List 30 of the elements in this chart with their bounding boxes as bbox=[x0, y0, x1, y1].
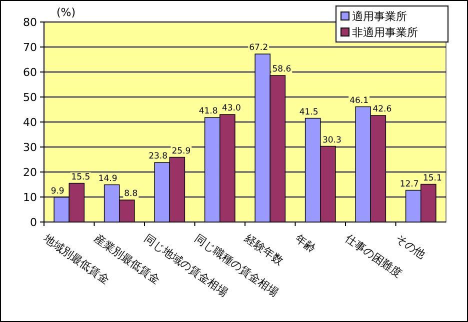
data-label: 8.8 bbox=[124, 189, 138, 199]
x-tick-label: その他 bbox=[393, 232, 428, 262]
data-label: 43.0 bbox=[222, 104, 241, 114]
data-label: 25.9 bbox=[172, 146, 191, 156]
data-label: 41.8 bbox=[198, 106, 218, 116]
y-tick-label: 70 bbox=[23, 41, 37, 54]
data-label: 15.1 bbox=[422, 173, 442, 184]
data-label: 12.7 bbox=[400, 179, 419, 190]
y-axis-title: (%) bbox=[56, 6, 76, 19]
y-tick-label: 60 bbox=[23, 66, 37, 79]
data-label: 67.2 bbox=[249, 43, 268, 53]
y-tick-label: 20 bbox=[23, 166, 37, 179]
data-label: 58.6 bbox=[272, 64, 292, 74]
data-label: 41.5 bbox=[299, 107, 318, 118]
legend-label: 適用事業所 bbox=[352, 10, 407, 23]
x-tick-label: 年齢 bbox=[292, 232, 318, 256]
data-label: 42.6 bbox=[372, 104, 392, 114]
y-tick-label: 10 bbox=[23, 191, 37, 204]
data-label: 9.9 bbox=[50, 186, 64, 196]
y-tick-label: 80 bbox=[23, 16, 37, 29]
data-label: 23.8 bbox=[148, 152, 168, 162]
data-label: 15.5 bbox=[71, 172, 90, 182]
y-tick-label: 0 bbox=[30, 216, 37, 229]
y-tick-label: 50 bbox=[23, 91, 37, 104]
data-label: 46.1 bbox=[350, 96, 369, 106]
data-label: 14.9 bbox=[98, 174, 118, 184]
y-tick-label: 40 bbox=[23, 116, 37, 129]
y-tick-label: 30 bbox=[23, 141, 37, 154]
legend-label: 非適用事業所 bbox=[352, 26, 418, 39]
data-label: 30.3 bbox=[322, 135, 342, 146]
